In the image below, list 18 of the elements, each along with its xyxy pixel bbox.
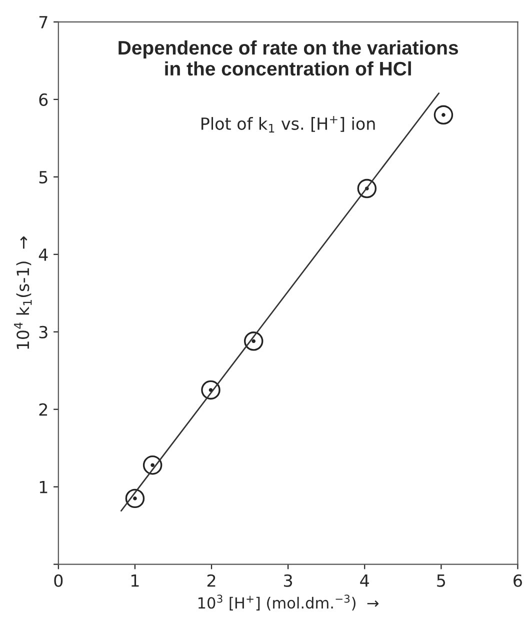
y-tick-label: 2 [39,403,48,416]
x-tick-label: 3 [284,574,292,587]
y-tick-label: 6 [39,93,48,106]
y-axis-title: 10$^{4}$ k$_{1}$(s-1) → [14,236,32,349]
text: Plot of k$_{1}$ vs. [H$^{+}$] ion [202,116,375,132]
x-tick-label: 6 [514,574,522,587]
y-tick-label: 5 [39,171,48,184]
y-tick-label: 7 [39,16,48,28]
x-tick-label: 4 [360,574,369,587]
y-tick-label: 3 [39,326,48,338]
x-tick-label: 0 [54,574,63,587]
y-tick-label: 4 [38,248,48,261]
text: Dependence of rate on the variations in the concentration of HCl [118,40,458,76]
x-axis-title: 10$^{3}$ [H$^{+}$] (mol.dm.$^{−3}$) → [198,594,379,610]
x-tick-label: 2 [207,574,216,587]
y-tick-label: 1 [40,481,48,494]
x-tick-label: 5 [437,574,446,587]
x-tick-label: 1 [131,574,139,587]
